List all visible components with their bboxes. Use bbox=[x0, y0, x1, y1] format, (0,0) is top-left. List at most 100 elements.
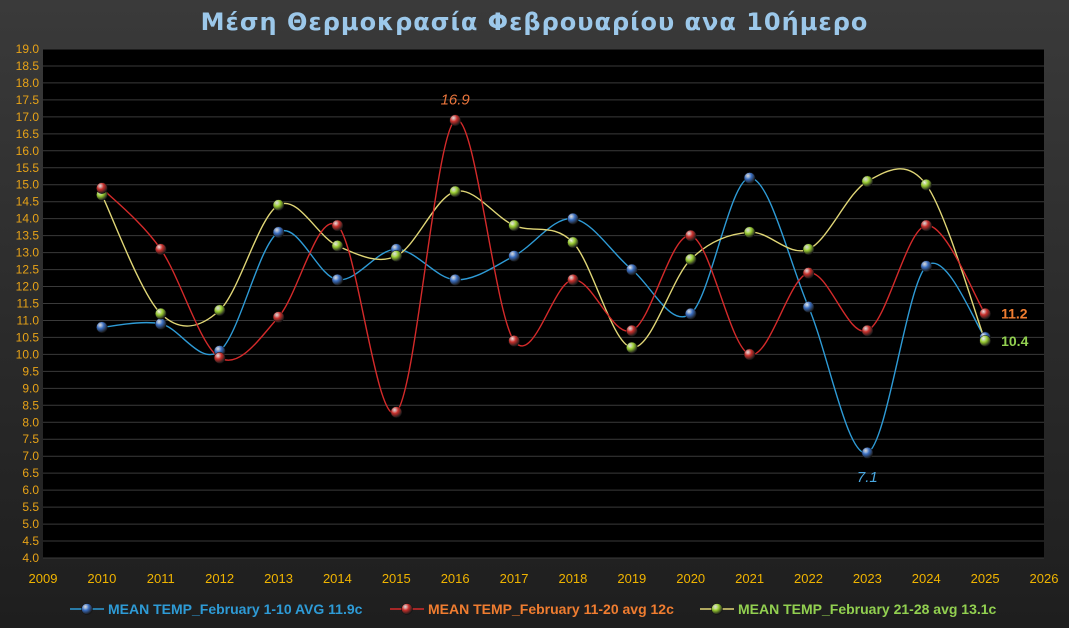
y-tick-label: 5.5 bbox=[22, 500, 39, 514]
legend-marker bbox=[81, 603, 93, 615]
legend-entry: MEAN TEMP_February 21-28 avg 13.1c bbox=[738, 601, 997, 617]
y-tick-label: 15.5 bbox=[16, 161, 40, 175]
y-tick-label: 18.5 bbox=[16, 59, 40, 73]
data-point bbox=[96, 321, 108, 334]
data-point bbox=[508, 335, 520, 347]
x-tick-label: 2023 bbox=[853, 571, 882, 586]
data-point bbox=[684, 307, 697, 320]
data-point bbox=[390, 406, 403, 418]
y-tick-label: 13.5 bbox=[16, 229, 40, 243]
y-tick-label: 12.0 bbox=[16, 280, 40, 294]
data-point bbox=[96, 182, 108, 194]
data-point bbox=[920, 178, 932, 191]
data-point bbox=[920, 260, 932, 272]
data-point bbox=[449, 273, 461, 286]
y-tick-label: 14.5 bbox=[16, 195, 40, 209]
y-tick-label: 12.5 bbox=[16, 263, 40, 277]
y-tick-label: 18.0 bbox=[16, 76, 40, 90]
x-tick-label: 2021 bbox=[735, 571, 764, 586]
data-point bbox=[508, 219, 520, 232]
data-point bbox=[802, 267, 815, 279]
y-tick-label: 4.5 bbox=[22, 534, 39, 548]
data-point bbox=[331, 273, 344, 286]
x-tick-label: 2009 bbox=[29, 571, 58, 586]
legend-entry: MEAN TEMP_February 11-20 avg 12c bbox=[428, 601, 674, 617]
y-tick-label: 8.5 bbox=[22, 398, 39, 412]
y-tick-label: 19.0 bbox=[16, 42, 40, 56]
y-tick-label: 10.5 bbox=[16, 330, 40, 344]
data-point bbox=[743, 172, 756, 184]
y-tick-label: 11.0 bbox=[17, 313, 40, 327]
data-point bbox=[802, 301, 815, 313]
data-point bbox=[331, 219, 344, 232]
data-point bbox=[567, 236, 579, 249]
y-tick-label: 16.5 bbox=[16, 127, 40, 141]
data-point bbox=[979, 307, 991, 320]
x-tick-label: 2022 bbox=[794, 571, 823, 586]
x-tick-label: 2013 bbox=[264, 571, 293, 586]
data-point bbox=[743, 348, 756, 361]
x-tick-label: 2018 bbox=[558, 571, 587, 586]
y-tick-label: 16.0 bbox=[16, 144, 40, 158]
data-point bbox=[390, 250, 403, 262]
y-tick-label: 9.5 bbox=[22, 364, 39, 378]
x-tick-label: 2020 bbox=[676, 571, 705, 586]
y-tick-label: 6.5 bbox=[22, 466, 39, 480]
y-tick-label: 9.0 bbox=[22, 381, 39, 395]
y-tick-label: 14.0 bbox=[16, 212, 40, 226]
y-tick-label: 7.0 bbox=[22, 449, 39, 463]
data-point bbox=[861, 324, 874, 337]
data-point bbox=[861, 175, 874, 188]
data-label: 7.1 bbox=[857, 469, 878, 486]
x-tick-label: 2025 bbox=[971, 571, 1000, 586]
data-point bbox=[272, 199, 285, 211]
y-tick-label: 11.5 bbox=[17, 297, 40, 311]
chart-title: Μέση Θερμοκρασία Φεβρουαρίου ανα 10ήμερο bbox=[200, 8, 869, 36]
data-point bbox=[272, 226, 285, 238]
data-point bbox=[684, 229, 697, 242]
data-point bbox=[861, 447, 874, 459]
y-tick-label: 8.0 bbox=[22, 415, 39, 429]
x-tick-label: 2010 bbox=[87, 571, 116, 586]
data-point bbox=[155, 307, 167, 320]
x-tick-label: 2014 bbox=[323, 571, 352, 586]
x-tick-label: 2011 bbox=[147, 571, 175, 586]
data-point bbox=[626, 324, 638, 337]
data-point bbox=[155, 243, 167, 255]
data-point bbox=[684, 253, 697, 266]
data-label: 10.4 bbox=[1001, 333, 1028, 349]
y-tick-label: 17.5 bbox=[16, 93, 40, 107]
data-point bbox=[979, 335, 991, 347]
y-tick-label: 10.0 bbox=[16, 347, 40, 361]
data-point bbox=[213, 352, 226, 364]
legend-marker bbox=[711, 603, 723, 615]
data-point bbox=[508, 250, 520, 262]
x-tick-label: 2017 bbox=[500, 571, 529, 586]
series-line bbox=[101, 168, 986, 349]
y-tick-label: 4.0 bbox=[22, 551, 39, 565]
data-point bbox=[449, 185, 461, 198]
y-tick-label: 15.0 bbox=[16, 178, 40, 192]
x-tick-label: 2026 bbox=[1030, 571, 1059, 586]
data-point bbox=[213, 304, 226, 317]
data-point bbox=[626, 341, 638, 354]
data-point bbox=[626, 263, 638, 276]
data-label: 16.9 bbox=[441, 91, 471, 108]
data-point bbox=[272, 311, 285, 323]
data-point bbox=[567, 212, 579, 225]
data-point bbox=[743, 226, 756, 238]
data-point bbox=[567, 273, 579, 286]
data-point bbox=[449, 114, 461, 127]
x-tick-label: 2012 bbox=[205, 571, 234, 586]
x-tick-label: 2016 bbox=[441, 571, 470, 586]
data-label: 11.2 bbox=[1001, 306, 1028, 322]
x-tick-label: 2019 bbox=[617, 571, 646, 586]
data-point bbox=[920, 219, 932, 232]
data-point bbox=[155, 318, 167, 330]
legend-marker bbox=[401, 603, 413, 615]
y-tick-label: 7.5 bbox=[22, 432, 39, 446]
x-tick-label: 2015 bbox=[382, 571, 411, 586]
y-tick-label: 17.0 bbox=[16, 110, 40, 124]
